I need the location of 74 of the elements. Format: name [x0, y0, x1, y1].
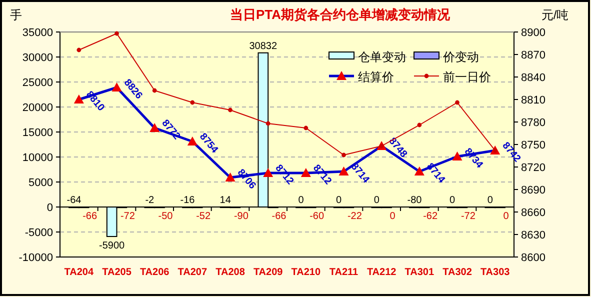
point: [76, 48, 82, 52]
x-tick-label: TA303: [480, 267, 510, 278]
y2-tick-label: 8690: [521, 184, 546, 196]
point: [266, 121, 270, 126]
x-tick-label: TA210: [291, 267, 321, 278]
x-tick-label: TA204: [64, 267, 94, 278]
y2-tick-label: 8750: [521, 140, 546, 152]
y2-axis-title: 元/吨: [541, 8, 569, 22]
legend-label: 前一日价: [443, 70, 491, 84]
data-label: -62: [423, 211, 438, 222]
data-label: -16: [180, 195, 196, 206]
data-label: 0: [390, 211, 396, 222]
data-label: 0: [336, 195, 342, 206]
data-label: 14: [220, 195, 232, 206]
data-label: 0: [450, 195, 456, 206]
chart-title: 当日PTA期货各合约仓单增减变动情况: [230, 7, 452, 22]
y-tick-label: -5000: [24, 227, 53, 239]
y2-tick-label: 8810: [521, 94, 546, 106]
x-tick-label: TA208: [216, 267, 246, 278]
x-tick-label: TA301: [404, 267, 434, 278]
y2-tick-label: 8840: [521, 72, 546, 84]
data-label: -52: [196, 211, 211, 222]
y2-tick-label: 8600: [521, 252, 546, 264]
y2-tick-label: 8630: [521, 230, 546, 242]
y-tick-label: 30000: [22, 52, 53, 64]
point: [190, 100, 195, 105]
data-label: -2: [145, 195, 155, 206]
x-tick-label: TA209: [253, 267, 284, 278]
y-tick-label: 0: [46, 202, 53, 214]
legend-label: 结算价: [358, 70, 394, 84]
point: [455, 100, 460, 105]
y2-tick-label: 8720: [521, 162, 546, 174]
y2-tick-label: 8660: [521, 207, 546, 219]
data-label: -80: [407, 195, 422, 206]
data-label: 30832: [249, 40, 278, 52]
x-tick-label: TA211: [329, 267, 359, 278]
point: [304, 126, 308, 130]
data-label: 0: [374, 195, 380, 206]
y-tick-label: 25000: [22, 77, 53, 89]
x-tick-label: TA207: [178, 267, 208, 278]
data-label: -64: [66, 195, 82, 206]
data-label: -5900: [99, 240, 126, 252]
x-tick-label: TA212: [366, 267, 397, 278]
x-tick-label: TA206: [140, 267, 170, 278]
data-label: -66: [82, 211, 98, 222]
y-tick-label: 35000: [22, 27, 53, 39]
legend-label: 仓单变动: [358, 50, 406, 64]
data-label: -22: [347, 211, 362, 222]
data-label: -50: [158, 211, 174, 222]
x-tick-label: TA302: [442, 267, 472, 278]
data-label: -66: [272, 211, 287, 222]
data-label: -90: [234, 211, 249, 222]
x-tick-label: TA205: [102, 267, 132, 278]
y-axis-title: 手: [10, 8, 22, 22]
data-label: 0: [503, 211, 510, 222]
y2-tick-label: 8870: [521, 50, 546, 62]
point: [342, 152, 346, 158]
data-label: -72: [460, 211, 476, 222]
point: [152, 88, 157, 93]
point: [417, 122, 422, 128]
point: [228, 108, 232, 112]
data-label: -60: [310, 211, 324, 222]
point: [114, 31, 119, 36]
y2-tick-label: 8780: [521, 117, 546, 129]
data-label: -72: [120, 211, 136, 222]
legend-label: 价变动: [442, 50, 479, 64]
data-label: 0: [298, 195, 304, 206]
y2-tick-label: 8900: [521, 27, 546, 39]
y-tick-label: -10000: [18, 252, 53, 264]
y-tick-label: 10000: [22, 152, 53, 164]
y-tick-label: 5000: [28, 177, 53, 189]
y-tick-label: 20000: [22, 102, 53, 114]
data-label: 0: [487, 195, 494, 206]
y-tick-label: 15000: [22, 127, 53, 139]
